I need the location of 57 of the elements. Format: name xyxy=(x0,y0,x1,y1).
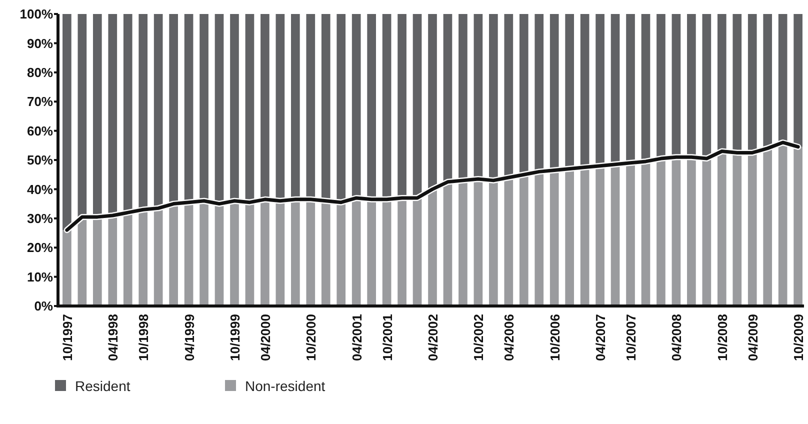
bar xyxy=(702,158,712,306)
x-tick-label: 10/1999 xyxy=(227,314,242,361)
bar xyxy=(443,14,452,182)
x-tick-label: 04/2009 xyxy=(745,314,760,361)
legend-label: Non-resident xyxy=(245,378,326,394)
legend-label: Resident xyxy=(75,378,130,394)
x-tick-label: 04/2002 xyxy=(426,314,440,361)
bar xyxy=(428,189,437,306)
y-tick-label: 40% xyxy=(26,182,54,197)
x-tick-label: 04/1998 xyxy=(106,314,121,361)
x-tick-label: 04/2000 xyxy=(258,314,273,361)
x-tick-label: 10/2008 xyxy=(714,314,730,361)
y-tick-label: 10% xyxy=(26,269,54,284)
y-tick-label: 100% xyxy=(20,6,54,22)
y-tick-label: 50% xyxy=(26,152,54,168)
x-tick-label: 10/2001 xyxy=(380,314,395,361)
y-tick-label: 30% xyxy=(26,210,54,226)
x-tick-label: 04/2006 xyxy=(502,314,517,361)
bar xyxy=(428,14,437,190)
x-tick-label: 10/1997 xyxy=(60,314,75,361)
y-tick-label: 70% xyxy=(26,94,54,110)
bar xyxy=(412,198,422,306)
x-tick-label: 10/1998 xyxy=(136,314,152,361)
bar xyxy=(763,14,772,148)
bar xyxy=(200,14,208,201)
bar xyxy=(260,14,270,200)
x-tick-label: 04/2001 xyxy=(349,314,364,361)
y-tick-label: 80% xyxy=(26,64,54,80)
bar xyxy=(352,14,361,198)
bar xyxy=(763,148,772,306)
y-tick-label: 90% xyxy=(26,36,54,51)
bar xyxy=(230,14,239,201)
x-tick-label: 10/2007 xyxy=(624,314,639,361)
x-tick-label: 10/2009 xyxy=(791,314,806,361)
bar xyxy=(778,14,788,142)
bar xyxy=(62,230,72,306)
bar xyxy=(794,14,802,147)
bar xyxy=(794,146,802,306)
bar xyxy=(123,212,132,306)
bar xyxy=(336,202,346,306)
x-tick-label: 10/2000 xyxy=(304,314,319,361)
bar xyxy=(717,14,726,152)
bar xyxy=(169,14,178,204)
x-tick-label: 04/2008 xyxy=(669,314,684,361)
bar xyxy=(519,174,528,306)
bar xyxy=(62,14,72,230)
bar xyxy=(504,178,514,306)
x-tick-label: 04/1999 xyxy=(182,314,197,361)
y-tick-label: 0% xyxy=(34,298,54,314)
bar xyxy=(78,14,87,217)
x-tick-label: 04/2007 xyxy=(593,314,608,361)
y-tick-label: 60% xyxy=(26,123,54,138)
bar xyxy=(748,152,757,306)
bar xyxy=(154,208,163,306)
x-tick-label: 10/2002 xyxy=(471,314,486,361)
y-tick-label: 20% xyxy=(26,240,54,256)
x-tick-label: 10/2006 xyxy=(547,314,562,361)
